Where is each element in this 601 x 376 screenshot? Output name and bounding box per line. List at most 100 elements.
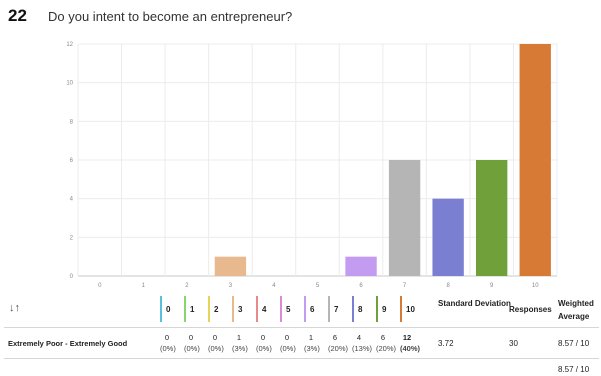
column-color-swatch xyxy=(160,296,162,322)
column-header-9[interactable]: 9 xyxy=(376,294,386,324)
column-color-swatch xyxy=(352,296,354,322)
column-header-1[interactable]: 1 xyxy=(184,294,194,324)
standard-deviation-value: 3.72 xyxy=(438,339,454,348)
column-header-7[interactable]: 7 xyxy=(328,294,338,324)
column-header-8[interactable]: 8 xyxy=(352,294,362,324)
cell-count: 1 xyxy=(308,333,314,342)
column-color-swatch xyxy=(304,296,306,322)
question-number: 22 xyxy=(8,6,27,25)
column-color-swatch xyxy=(184,296,186,322)
table-cell: 6 (20%) xyxy=(328,332,348,354)
results-table: Standard Deviation Responses Weighted Av… xyxy=(0,292,601,376)
weighted-average-value: 8.57 / 10 xyxy=(558,339,590,348)
bar-7[interactable] xyxy=(388,160,421,276)
column-header-label: 8 xyxy=(358,304,363,314)
column-header-3[interactable]: 3 xyxy=(232,294,242,324)
footer-weighted-average: 8.57 / 10 xyxy=(558,365,590,374)
cell-count: 6 xyxy=(332,333,338,342)
cell-percent: (0%) xyxy=(184,344,200,353)
cell-count: 1 xyxy=(236,333,242,342)
cell-count: 0 xyxy=(212,333,218,342)
cell-count: 0 xyxy=(284,333,290,342)
row-label: Extremely Poor - Extremely Good xyxy=(8,339,128,348)
column-color-swatch xyxy=(328,296,330,322)
column-header-label: 9 xyxy=(382,304,387,314)
cell-percent: (3%) xyxy=(304,344,320,353)
column-header-label: 10 xyxy=(406,304,415,314)
table-divider xyxy=(4,327,599,328)
column-color-swatch xyxy=(256,296,258,322)
table-cell: 12 (40%) xyxy=(400,332,420,354)
cell-count: 12 xyxy=(402,333,412,342)
cell-percent: (0%) xyxy=(160,344,176,353)
x-tick-label: 6 xyxy=(359,283,363,289)
table-cell: 0 (0%) xyxy=(280,332,296,354)
cell-percent: (0%) xyxy=(280,344,296,353)
header-weighted-average[interactable]: Weighted Average xyxy=(558,299,594,321)
question-title: Do you intent to become an entrepreneur? xyxy=(48,9,293,24)
column-header-4[interactable]: 4 xyxy=(256,294,266,324)
table-cell: 1 (3%) xyxy=(232,332,248,354)
table-cell: 0 (0%) xyxy=(208,332,224,354)
y-tick-label: 2 xyxy=(70,235,74,241)
cell-percent: (13%) xyxy=(352,344,373,353)
x-tick-label: 3 xyxy=(229,283,233,289)
column-header-2[interactable]: 2 xyxy=(208,294,218,324)
column-header-label: 1 xyxy=(190,304,195,314)
cell-percent: (0%) xyxy=(256,344,272,353)
cell-percent: (0%) xyxy=(208,344,224,353)
x-tick-label: 4 xyxy=(272,283,276,289)
x-tick-label: 8 xyxy=(446,283,450,289)
column-header-label: 0 xyxy=(166,304,171,314)
column-header-label: 5 xyxy=(286,304,291,314)
table-cell: 6 (20%) xyxy=(376,332,396,354)
column-header-10[interactable]: 10 xyxy=(400,294,415,324)
cell-count: 6 xyxy=(380,333,386,342)
y-tick-label: 0 xyxy=(70,274,74,280)
bar-10[interactable] xyxy=(519,44,551,276)
x-tick-label: 1 xyxy=(142,283,146,289)
cell-percent: (20%) xyxy=(376,344,397,353)
column-header-label: 6 xyxy=(310,304,315,314)
header-standard-deviation[interactable]: Standard Deviation xyxy=(438,299,511,308)
column-color-swatch xyxy=(376,296,378,322)
bar-6[interactable] xyxy=(345,256,377,276)
x-tick-label: 2 xyxy=(185,283,189,289)
y-tick-label: 6 xyxy=(70,158,74,164)
y-tick-label: 12 xyxy=(66,42,73,48)
header-responses[interactable]: Responses xyxy=(509,305,552,314)
bar-3[interactable] xyxy=(214,256,247,276)
column-color-swatch xyxy=(208,296,210,322)
y-tick-label: 10 xyxy=(66,81,73,87)
cell-count: 0 xyxy=(188,333,194,342)
column-header-0[interactable]: 0 xyxy=(160,294,170,324)
column-color-swatch xyxy=(280,296,282,322)
responses-value: 30 xyxy=(509,339,518,348)
table-cell: 0 (0%) xyxy=(160,332,176,354)
sort-icon[interactable]: ↓↑ xyxy=(9,302,20,314)
column-header-5[interactable]: 5 xyxy=(280,294,290,324)
x-tick-label: 0 xyxy=(98,283,102,289)
x-tick-label: 7 xyxy=(403,283,407,289)
cell-percent: (40%) xyxy=(400,344,421,353)
x-tick-label: 5 xyxy=(316,283,320,289)
cell-percent: (20%) xyxy=(328,344,349,353)
cell-percent: (3%) xyxy=(232,344,248,353)
column-header-label: 2 xyxy=(214,304,219,314)
column-header-label: 4 xyxy=(262,304,267,314)
table-cell: 1 (3%) xyxy=(304,332,320,354)
column-color-swatch xyxy=(232,296,234,322)
x-tick-label: 10 xyxy=(532,283,539,289)
x-tick-label: 9 xyxy=(490,283,494,289)
column-header-6[interactable]: 6 xyxy=(304,294,314,324)
bar-9[interactable] xyxy=(476,160,508,276)
table-cell: 0 (0%) xyxy=(256,332,272,354)
table-cell: 4 (13%) xyxy=(352,332,372,354)
column-color-swatch xyxy=(400,296,402,322)
question-header: 22 Do you intent to become an entreprene… xyxy=(8,6,292,28)
cell-count: 0 xyxy=(260,333,266,342)
bar-8[interactable] xyxy=(432,198,464,276)
table-cell: 0 (0%) xyxy=(184,332,200,354)
table-divider xyxy=(4,358,599,359)
